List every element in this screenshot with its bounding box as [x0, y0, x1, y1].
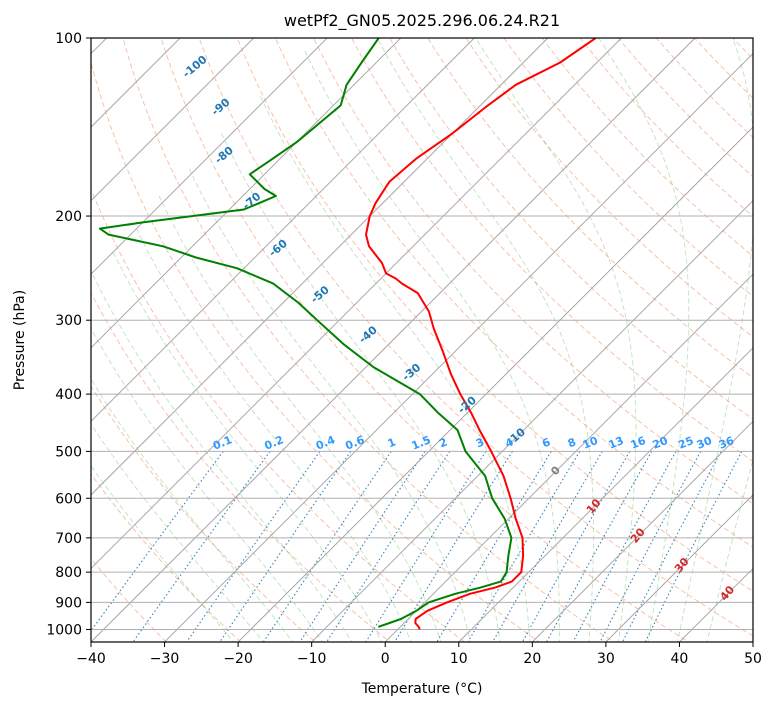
- y-tick-label: 700: [55, 531, 82, 547]
- mixing-ratio-label: 2: [437, 435, 449, 450]
- x-tick-label: 0: [381, 651, 390, 667]
- y-tick-label: 500: [55, 444, 82, 460]
- dry-adiabat-line: [465, 38, 753, 338]
- dry-adiabat-line: [91, 60, 540, 642]
- mixing-ratio-line: [521, 451, 631, 642]
- mixing-ratio-line: [572, 451, 677, 642]
- dry-adiabat-line: [427, 38, 753, 379]
- plot-area: -100-90-80-70-60-50-40-30-20-100.1 0.2 0.4…: [91, 38, 753, 642]
- moist-adiabat-line: [112, 251, 383, 642]
- isotherm-line: [384, 273, 753, 642]
- moist-adiabat-line: [91, 465, 235, 642]
- moist-adiabat-line: [259, 95, 531, 642]
- moist-adiabat-line: [187, 166, 471, 642]
- y-tick-label: 900: [55, 595, 82, 611]
- mixing-ratio-label: 36: [717, 434, 736, 452]
- mixing-ratio-line: [599, 451, 702, 642]
- plot-frame: [90, 37, 754, 643]
- temperature-profile: [365, 38, 597, 630]
- moist-adiabat-line: [135, 228, 412, 642]
- y-tick-label: 600: [55, 491, 82, 507]
- isotherm-line: [531, 420, 753, 642]
- chart-title: wetPf2_GN05.2025.296.06.24.R21: [284, 11, 560, 31]
- moist-adiabat-line: [91, 327, 323, 642]
- isotherm-line: [237, 126, 753, 642]
- isotherm-line: [605, 494, 753, 642]
- mixing-ratio-label: 3: [474, 435, 486, 450]
- dry-adiabat-line: [91, 385, 317, 642]
- mixing-ratio-label: 1: [386, 435, 398, 450]
- y-tick-label: 1000: [46, 622, 82, 638]
- x-tick-label: 20: [523, 651, 541, 667]
- isotherm-line: [91, 38, 328, 275]
- isotherm-line: [91, 38, 622, 570]
- isotherm-line: [164, 52, 753, 642]
- x-tick-label: −40: [76, 651, 106, 667]
- mixing-ratio-line: [436, 451, 552, 642]
- dry-adiabat-line: [91, 188, 466, 642]
- moist-adiabat-line: [91, 270, 353, 642]
- mixing-ratio-line: [219, 451, 352, 642]
- dry-adiabat-line: [617, 38, 753, 178]
- mixing-ratio-line: [185, 451, 321, 642]
- dry-adiabat-line: [160, 38, 690, 642]
- x-tick-label: −20: [223, 651, 253, 667]
- isotherm-line: [311, 199, 753, 642]
- mixing-ratio-line: [492, 451, 603, 642]
- y-tick-label: 400: [55, 387, 82, 403]
- x-tick-label: 40: [671, 651, 689, 667]
- y-tick-label: 800: [55, 565, 82, 581]
- mixing-ratio-label: 8: [566, 435, 578, 450]
- mixing-ratio-line: [545, 451, 653, 642]
- dry-adiabat-line: [236, 38, 753, 592]
- mixing-ratio-label: 16: [629, 434, 648, 452]
- dry-adiabat-line: [91, 291, 391, 642]
- x-tick-label: 30: [597, 651, 615, 667]
- dry-adiabat-line: [198, 38, 753, 637]
- sounding-profiles: [98, 38, 597, 630]
- x-tick-label: −30: [150, 651, 180, 667]
- dry-adiabat-line: [122, 38, 615, 642]
- dry-adiabat-line: [351, 38, 753, 462]
- x-tick-label: −10: [297, 651, 327, 667]
- dry-adiabat-line: [91, 473, 242, 642]
- mixing-ratio-line: [262, 451, 392, 642]
- x-axis-label: Temperature (°C): [361, 681, 483, 697]
- mixing-ratio-line: [299, 451, 426, 642]
- dewpoint-profile: [98, 38, 513, 628]
- moist-adiabat-line: [220, 133, 501, 642]
- mixing-ratio-label: 30: [695, 434, 714, 452]
- x-tick-label: 10: [450, 651, 468, 667]
- mixing-ratio-line: [91, 451, 224, 632]
- skewed-isotherms: [91, 38, 753, 642]
- dry-adiabat-line: [274, 38, 753, 548]
- plot-background: [91, 38, 753, 642]
- y-axis-label: Pressure (hPa): [12, 290, 28, 390]
- isotherm-line: [91, 38, 255, 202]
- dry-adiabat-line: [579, 38, 753, 217]
- isotherm-line: [91, 38, 549, 496]
- isobar-gridlines: [91, 38, 753, 630]
- mixing-ratio-label: 25: [676, 434, 695, 452]
- isotherm-line: [91, 38, 475, 423]
- mixing-ratio-line: [644, 451, 743, 642]
- dry-adiabats: [91, 38, 753, 642]
- mixing-ratio-line: [621, 451, 722, 642]
- mixing-ratio-label: 13: [607, 434, 626, 452]
- x-tick-label: 50: [744, 651, 762, 667]
- mixing-ratio-label: 10: [581, 434, 600, 452]
- y-tick-label: 100: [55, 31, 82, 47]
- axes: −40 −30 −20 −10 0 10 20 30 40 50 100 200 300 400 500 60…: [46, 31, 762, 667]
- isotherm-line: [458, 347, 753, 642]
- dry-adiabat-line: [503, 38, 753, 297]
- isotherm-line: [91, 38, 696, 642]
- y-tick-label: 200: [55, 209, 82, 225]
- mixing-ratio-label: 20: [651, 434, 670, 452]
- dry-adiabat-line: [389, 38, 753, 420]
- dry-adiabat-line: [313, 38, 753, 505]
- moist-adiabat-line: [91, 423, 264, 642]
- y-tick-label: 300: [55, 313, 82, 329]
